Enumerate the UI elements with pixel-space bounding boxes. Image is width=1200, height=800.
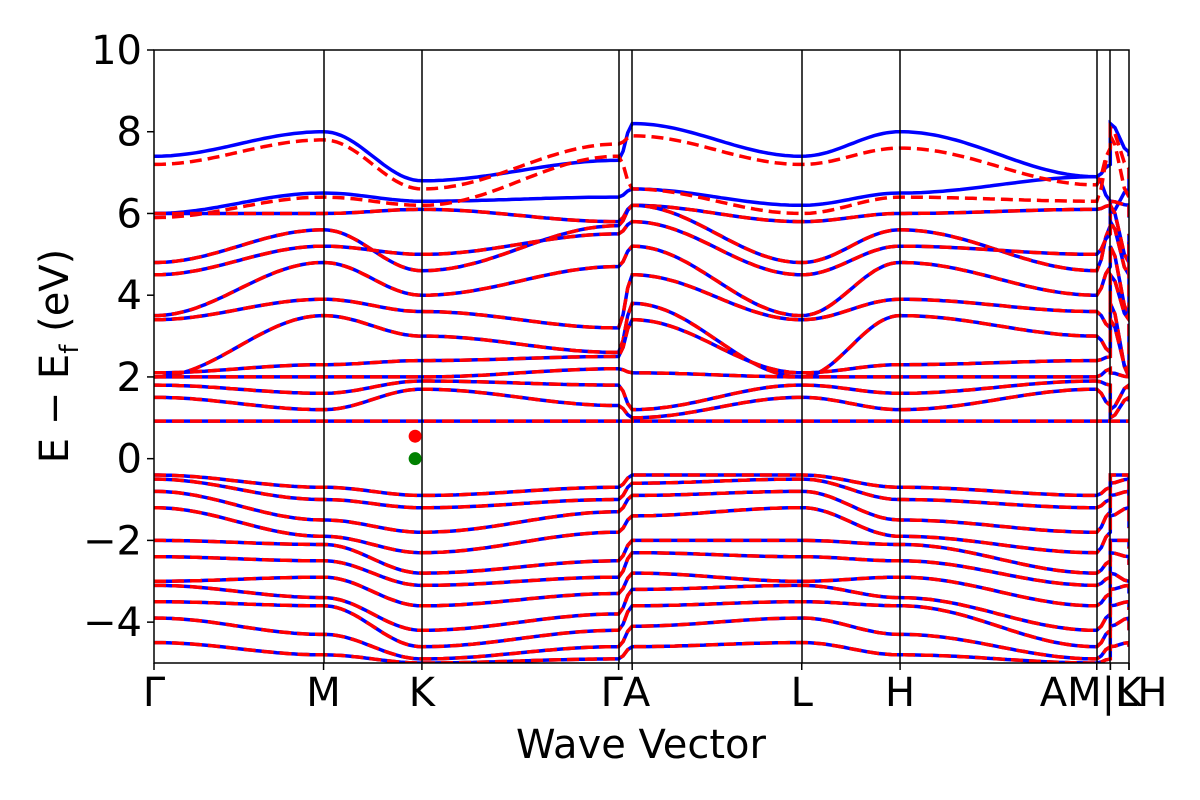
x-tick-label: K: [409, 670, 437, 716]
band-line-spin-down: [154, 134, 1129, 220]
band-line-spin-down: [154, 199, 1129, 224]
band-line-spin-down: [154, 473, 1129, 498]
band-edge-markers: [408, 429, 422, 466]
x-axis-title: Wave Vector: [516, 722, 767, 768]
band-line-spin-down: [154, 538, 1129, 575]
y-axis-ticks: −4 −2 0 2 4 6 8 10: [83, 28, 154, 646]
y-tick-label: 4: [117, 273, 142, 319]
x-tick-label: AM|LH: [1040, 670, 1168, 716]
x-tick-label: L: [791, 670, 814, 716]
y-axis-title-subscript: f: [55, 344, 85, 354]
band-line-spin-down: [154, 379, 1129, 414]
x-tick-label: M: [306, 670, 341, 716]
band-line-spin-down: [154, 269, 1129, 332]
band-line-spin-down: [154, 122, 1129, 191]
band-line-spin-down: [154, 301, 1129, 379]
band-line-spin-down: [154, 387, 1129, 421]
band-line-spin-down: [154, 640, 1129, 663]
kpoint-lines: [323, 50, 1111, 663]
cbm-marker: [408, 429, 422, 443]
y-tick-label: 10: [91, 28, 142, 74]
y-tick-label: −4: [83, 600, 142, 646]
band-line-spin-down: [154, 366, 1129, 379]
band-line-spin-down: [154, 599, 1129, 649]
y-tick-label: 2: [117, 355, 142, 401]
x-tick-label: K: [1116, 670, 1144, 716]
y-tick-label: 8: [117, 110, 142, 156]
band-line-spin-down: [154, 489, 1129, 534]
y-axis-title-main: E − E: [32, 354, 78, 464]
vbm-marker: [408, 452, 422, 466]
band-line-spin-down: [154, 583, 1129, 633]
band-line-spin-down: [154, 505, 1129, 555]
x-tick-label: H: [885, 670, 915, 716]
band-line-spin-down: [154, 616, 1129, 661]
band-line-spin-up: [154, 119, 1129, 183]
band-line-spin-down: [154, 313, 1129, 377]
x-axis-ticks: Γ M K ΓA L H AM|LHK: [143, 663, 1168, 716]
bands-group: [154, 119, 1129, 663]
plot-frame: [153, 49, 1130, 664]
band-line-spin-down: [154, 215, 1129, 279]
y-tick-label: −2: [83, 518, 142, 564]
band-line-spin-down: [154, 244, 1129, 318]
y-tick-label: 6: [117, 191, 142, 237]
band-line-spin-down: [154, 550, 1129, 588]
x-tick-label: ΓA: [601, 670, 651, 716]
band-line-spin-down: [154, 570, 1129, 608]
y-axis-title-unit: (eV): [32, 249, 78, 345]
band-line-spin-down: [154, 198, 1129, 273]
x-tick-label: Γ: [143, 670, 166, 716]
y-axis-title: E − Ef (eV): [32, 249, 85, 464]
band-line-spin-down: [154, 477, 1129, 510]
y-tick-label: 0: [117, 437, 142, 483]
